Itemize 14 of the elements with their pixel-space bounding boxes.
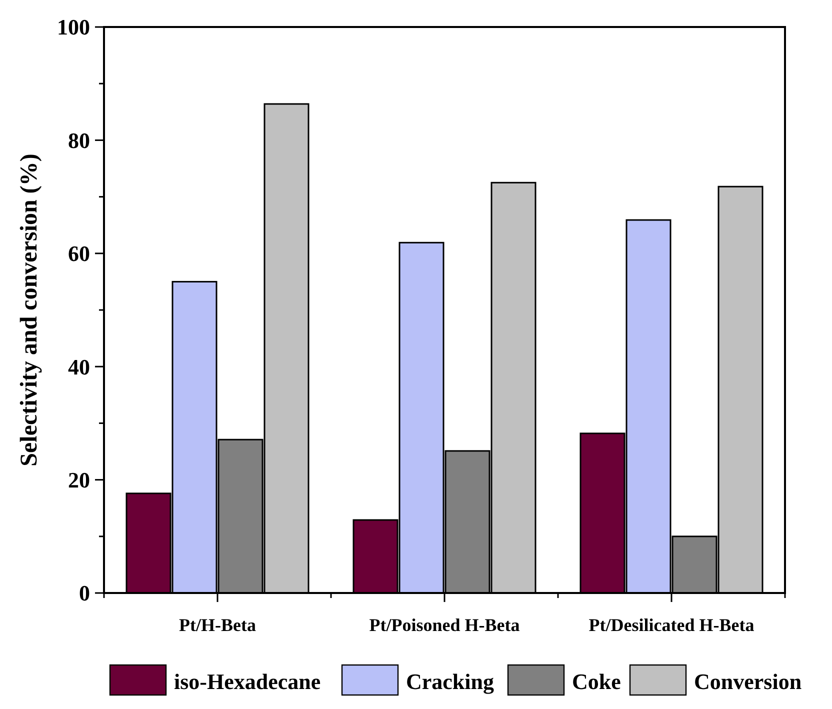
y-tick-label: 40 [68,354,90,380]
y-tick-label: 100 [57,14,90,40]
y-axis-title: Selectivity and conversion (%) [16,154,42,466]
legend-label: Cracking [406,669,494,694]
x-tick-label: Pt/Poisoned H-Beta [369,615,520,635]
legend-label: iso-Hexadecane [174,669,321,694]
y-tick-label: 60 [68,241,90,266]
y-tick-label: 80 [68,128,90,153]
x-tick-label: Pt/Desilicated H-Beta [588,615,754,635]
legend-label: Conversion [694,669,802,694]
legend-label: Coke [572,669,622,694]
x-tick-label: Pt/H-Beta [179,615,256,635]
y-tick-label: 20 [68,468,90,492]
y-tick-label: 0 [79,580,90,606]
